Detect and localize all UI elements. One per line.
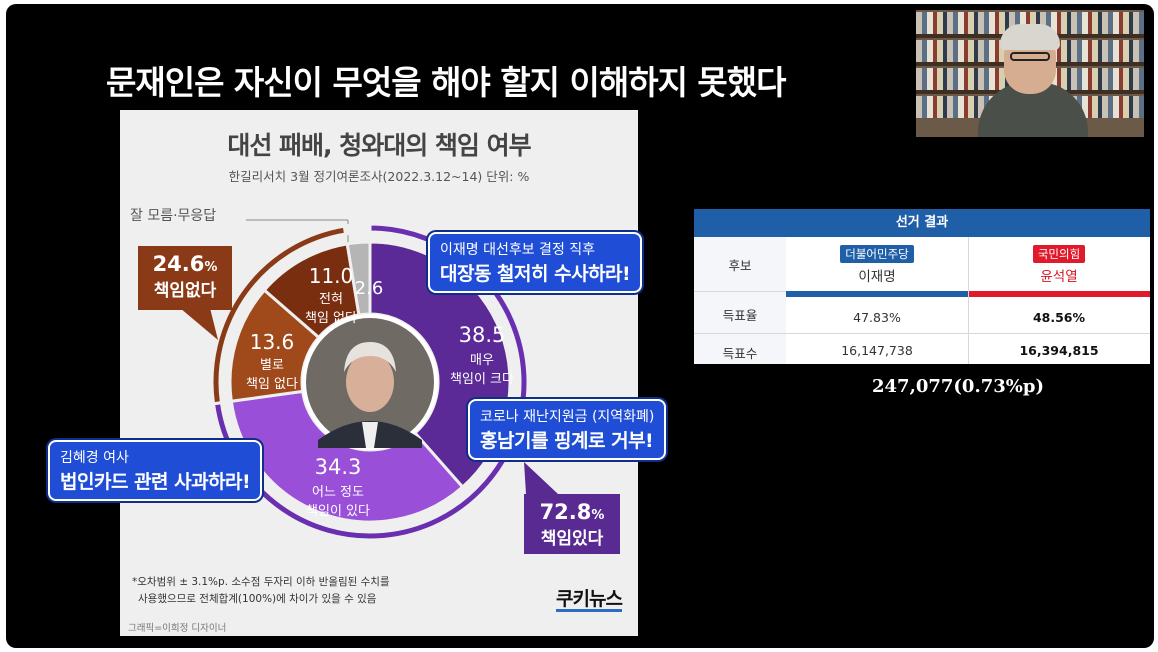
yoon-party-badge: 국민의힘 [1032,245,1086,263]
row-label-candidate: 후보 [728,258,752,273]
callout-corona-line1: 코로나 재난지원금 (지역화폐) [480,409,655,425]
lee-name: 이재명 [858,269,896,285]
yoon-party-cell: 국민의힘 [968,245,1150,263]
slice-label-not-much-2: 책임 없다 [246,377,298,392]
callout-daejang-investigation: 이재명 대선후보 결정 직후 대장동 철저히 수사하라! [428,232,643,293]
portrait-icon [306,318,434,448]
slice-label-somewhat-responsible-2: 책임이 있다 [306,504,370,519]
lee-votes: 16,147,738 [841,343,913,358]
slice-value-somewhat-responsible: 34.3 [315,455,362,479]
total-no-box: 24.6% 책임없다 [138,246,232,310]
slice-value-very-responsible: 38.5 [459,323,506,347]
donut-chart: 38.5 매우 책임이 크다 34.3 어느 정도 책임이 있다 13.6 별로… [210,219,530,542]
webcam-video [916,10,1144,137]
vote-difference: 247,077(0.73%p) [872,376,1044,397]
lee-rate: 47.83% [853,310,901,325]
lee-color-bar [786,291,968,297]
slice-value-dont-know: 2.6 [355,278,384,299]
group-arc-2 [342,222,372,236]
group-ring [210,222,530,542]
slice-value-not-at-all: 11.0 [309,264,354,288]
callout-corona-relief: 코로나 재난지원금 (지역화폐) 홍남기를 핑계로 거부! [468,399,667,460]
total-yes-value: 72.8% [539,500,605,524]
slice-label-not-much-1: 별로 [260,358,284,373]
yoon-rate: 48.56% [1032,310,1086,325]
total-no-label: 책임없다 [153,281,217,301]
total-yes-label: 책임있다 [540,529,604,549]
yoon-color-bar [969,291,1150,297]
slice-label-not-at-all-1: 전혀 [319,292,343,307]
yoon-votes: 16,394,815 [1019,343,1099,358]
slice-label-very-responsible-2: 책임이 크다 [450,372,514,387]
bookshelf-row [916,12,1144,34]
speaker-glasses [1010,52,1050,61]
graphic-credit: 그래픽=이희정 디자이너 [128,623,227,634]
row-label-votes: 득표수 [722,346,758,361]
callout-kim-line1: 김혜경 여사 [60,450,129,466]
poll-infographic: 대선 패배, 청와대의 책임 여부 한길리서치 3월 정기여론조사(2022.3… [120,110,638,636]
footnote: 사용했으므로 전체합계(100%)에 차이가 있을 수 있음 [138,593,377,605]
callout-lee-line1: 이재명 대선후보 결정 직후 [440,242,596,258]
yoon-name: 윤석열 [1040,269,1078,285]
slice-labels: 38.5 매우 책임이 크다 34.3 어느 정도 책임이 있다 13.6 별로… [246,264,514,519]
video-frame: 문재인은 자신이 무엇을 해야 할지 이해하지 못했다 대선 패배, 청와대의 … [6,4,1154,648]
callout-kim-line2: 법인카드 관련 사과하라! [60,471,251,493]
lee-party-badge: 더불어민주당 [840,245,914,263]
headline: 문재인은 자신이 무엇을 해야 할지 이해하지 못했다 [106,63,787,102]
slice-label-not-at-all-2: 책임 없다 [305,311,357,326]
chart-title: 대선 패배, 청와대의 책임 여부 [227,131,531,160]
results-title: 선거 결과 [694,209,1150,237]
dont-know-label: 잘 모름·무응답 [130,208,217,224]
total-no-value: 24.6% [152,252,218,276]
callout-lee-line2: 대장동 철저히 수사하라! [440,263,631,285]
slice-label-somewhat-responsible-1: 어느 정도 [312,485,364,500]
box-yes-pointer [524,462,558,494]
total-yes-box: 72.8% 책임있다 [524,494,620,554]
election-results-table: 선거 결과 후보 득표율 득표수 더불어민주당 이재명 47.83% 16,14… [694,209,1150,364]
callout-corporate-card: 김혜경 여사 법인카드 관련 사과하라! [48,440,263,501]
footnote: *오차범위 ± 3.1%p. 소수점 두자리 이하 반올림된 수치를 [132,576,390,588]
kukinews-logo: 쿠키뉴스 [556,588,623,610]
slice-label-very-responsible-1: 매우 [470,353,494,368]
logo-underline [556,609,622,612]
chart-source: 한길리서치 3월 정기여론조사(2022.3.12~14) 단위: % [228,169,530,184]
speaker-hair [1000,24,1060,50]
box-no-pointer [180,308,218,340]
row-label-rate: 득표율 [722,308,758,323]
lee-party-cell: 더불어민주당 [786,245,968,263]
callout-corona-line2: 홍남기를 핑계로 거부! [480,430,654,452]
slice-value-not-much: 13.6 [250,330,295,354]
